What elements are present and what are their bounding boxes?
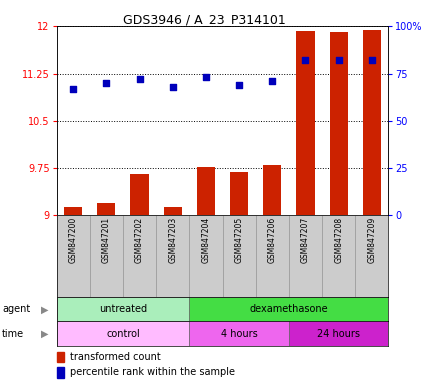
Bar (156, 215, 189, 297)
Bar (263, 165, 281, 215)
Point (368, 57, 375, 63)
Text: 4 hours: 4 hours (220, 328, 257, 339)
Text: GSM847208: GSM847208 (333, 217, 342, 263)
Bar (130, 174, 148, 215)
Bar (56, 297, 189, 321)
Text: 24 hours: 24 hours (316, 328, 359, 339)
Text: GSM847201: GSM847201 (102, 217, 111, 263)
Text: GDS3946 / A_23_P314101: GDS3946 / A_23_P314101 (123, 13, 285, 26)
Bar (355, 215, 388, 297)
Text: agent: agent (2, 304, 30, 314)
Text: ▶: ▶ (41, 304, 48, 314)
Text: ▶: ▶ (41, 328, 48, 339)
Bar (230, 172, 248, 215)
Point (235, 82, 242, 88)
Bar (222, 215, 255, 297)
Bar (255, 215, 288, 297)
Point (102, 80, 109, 86)
Bar (123, 215, 156, 297)
Bar (296, 31, 314, 215)
Text: untreated: untreated (99, 304, 147, 314)
Point (136, 76, 143, 82)
Bar (288, 215, 321, 297)
Text: GSM847204: GSM847204 (201, 217, 210, 263)
Bar (56, 215, 89, 297)
Bar (163, 207, 181, 215)
Bar (321, 215, 355, 297)
Text: time: time (2, 328, 24, 339)
Text: dexamethasone: dexamethasone (249, 304, 327, 314)
Bar (329, 32, 347, 215)
Bar (362, 30, 380, 215)
Bar (97, 204, 115, 215)
Point (69, 86, 76, 92)
Point (202, 74, 209, 80)
Bar (64, 207, 82, 215)
Bar (56, 321, 189, 346)
Text: GSM847206: GSM847206 (267, 217, 276, 263)
Text: GSM847205: GSM847205 (234, 217, 243, 263)
Text: transformed count: transformed count (69, 352, 160, 362)
Text: GSM847202: GSM847202 (135, 217, 144, 263)
Point (335, 57, 342, 63)
Text: GSM847200: GSM847200 (69, 217, 77, 263)
Text: GSM847209: GSM847209 (367, 217, 375, 263)
Bar (288, 321, 388, 346)
Bar (189, 297, 388, 321)
Point (169, 84, 176, 90)
Text: percentile rank within the sample: percentile rank within the sample (69, 367, 234, 377)
Point (301, 57, 308, 63)
Text: GSM847207: GSM847207 (300, 217, 309, 263)
Bar (189, 215, 222, 297)
Bar (189, 321, 288, 346)
Text: control: control (106, 328, 139, 339)
Text: GSM847203: GSM847203 (168, 217, 177, 263)
Bar (196, 167, 214, 215)
Point (268, 78, 275, 84)
Bar (89, 215, 123, 297)
